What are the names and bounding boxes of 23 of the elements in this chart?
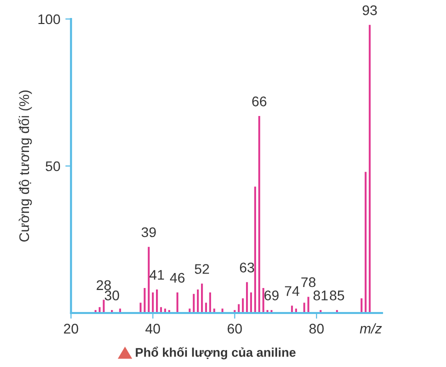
annotation: 85	[330, 290, 344, 300]
annotation: 93	[362, 5, 377, 16]
annotation: 78	[301, 277, 316, 288]
x-tick-label: 60	[228, 324, 242, 334]
annotation: 74	[284, 286, 300, 296]
y-tick-label: 100	[38, 14, 60, 24]
annotation: 28	[96, 280, 111, 290]
annotation: 66	[252, 96, 266, 106]
annotation: 46	[170, 272, 185, 283]
x-tick-label: 20	[64, 324, 78, 334]
y-tick-label: 50	[46, 161, 60, 172]
annotation: 63	[240, 262, 254, 272]
annotation: 69	[264, 290, 279, 300]
x-tick-label: 80	[309, 324, 324, 334]
annotation: 30	[104, 290, 120, 300]
x-axis-title: m/z	[360, 323, 382, 334]
annotation: 81	[314, 290, 328, 300]
annotation: 52	[194, 264, 209, 274]
annotation: 39	[142, 227, 156, 238]
text: Phổ khối lượng của aniline	[136, 346, 296, 360]
y-axis-title: Cường độ tương đối (%)	[18, 90, 32, 242]
x-tick-label: 40	[145, 324, 160, 334]
annotation: 41	[150, 270, 164, 280]
